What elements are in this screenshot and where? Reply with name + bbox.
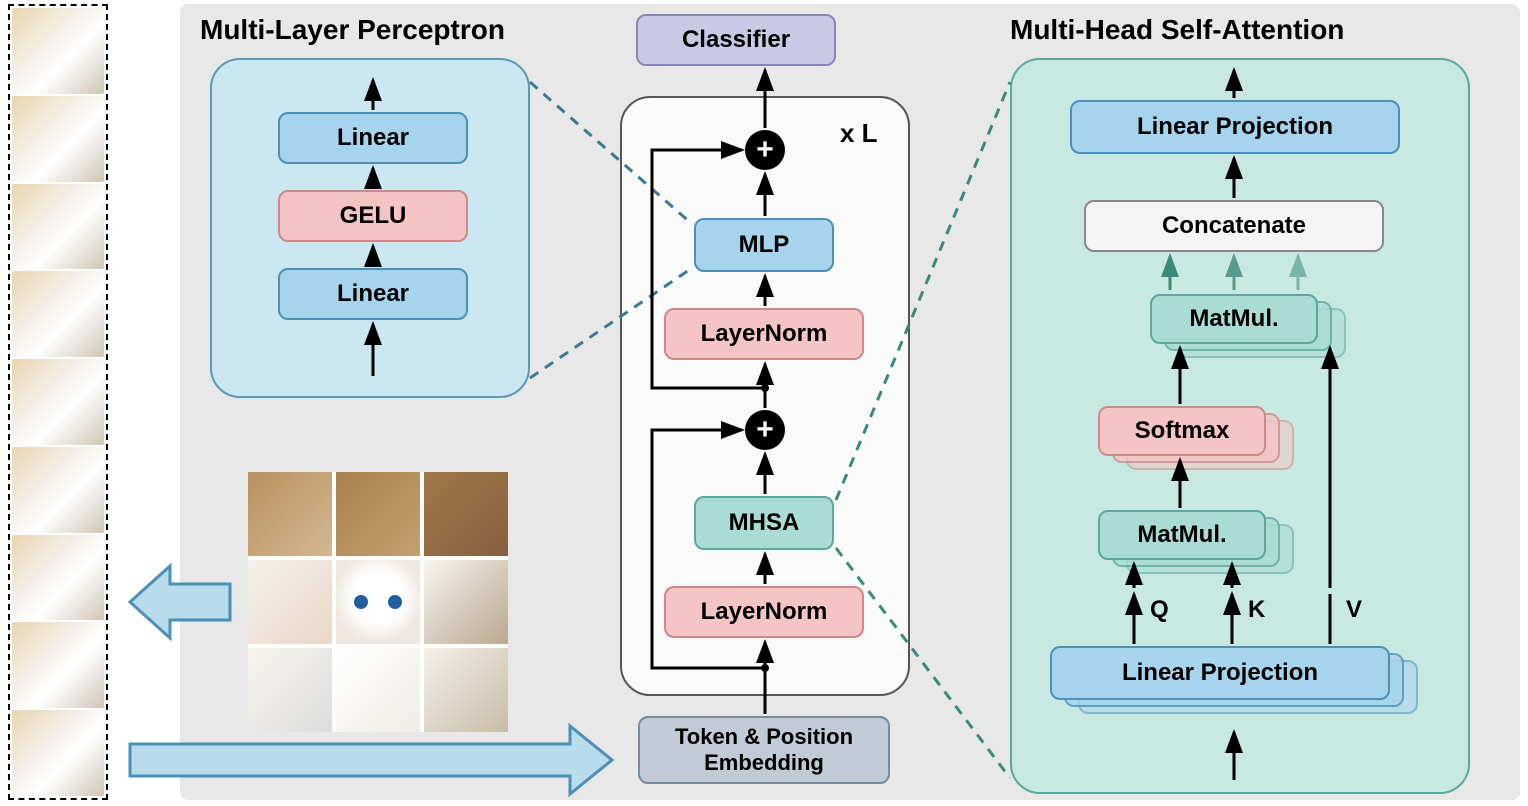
image-cell (424, 560, 508, 644)
mlp-linear1: Linear (278, 268, 468, 320)
concatenate-block: Concatenate (1084, 200, 1384, 252)
patch (12, 710, 104, 796)
image-cell (248, 560, 332, 644)
q-label: Q (1150, 596, 1169, 624)
linproj-bot: Linear Projection (1050, 646, 1390, 700)
mlp-linear2: Linear (278, 112, 468, 164)
patch (12, 359, 104, 445)
patch (12, 8, 104, 94)
embedding-block: Token & Position Embedding (638, 716, 890, 784)
image-cell (248, 472, 332, 556)
mlp-heading: Multi-Layer Perceptron (200, 14, 505, 46)
image-patches-column (8, 4, 108, 800)
image-cell (424, 472, 508, 556)
patch (12, 184, 104, 270)
layernorm-2: LayerNorm (664, 586, 864, 638)
image-cell (248, 648, 332, 732)
patch (12, 96, 104, 182)
classifier-block: Classifier (636, 14, 836, 66)
softmax-block: Softmax (1098, 406, 1266, 456)
input-image-grid (248, 472, 508, 732)
layernorm-1: LayerNorm (664, 308, 864, 360)
mlp-gelu: GELU (278, 190, 468, 242)
patch (12, 622, 104, 708)
mlp-block: MLP (694, 218, 834, 272)
patch (12, 535, 104, 621)
residual-add-bottom: + (745, 410, 785, 450)
patch (12, 271, 104, 357)
linproj-top: Linear Projection (1070, 100, 1400, 154)
mhsa-block: MHSA (694, 496, 834, 550)
image-cell (336, 560, 420, 644)
image-cell (336, 648, 420, 732)
matmul1-block: MatMul. (1098, 510, 1266, 560)
repeat-label: x L (840, 118, 878, 149)
matmul2-block: MatMul. (1150, 294, 1318, 344)
patch (12, 447, 104, 533)
v-label: V (1346, 596, 1362, 624)
image-cell (336, 472, 420, 556)
image-cell (424, 648, 508, 732)
residual-add-top: + (745, 130, 785, 170)
k-label: K (1248, 596, 1265, 624)
mhsa-heading: Multi-Head Self-Attention (1010, 14, 1344, 46)
